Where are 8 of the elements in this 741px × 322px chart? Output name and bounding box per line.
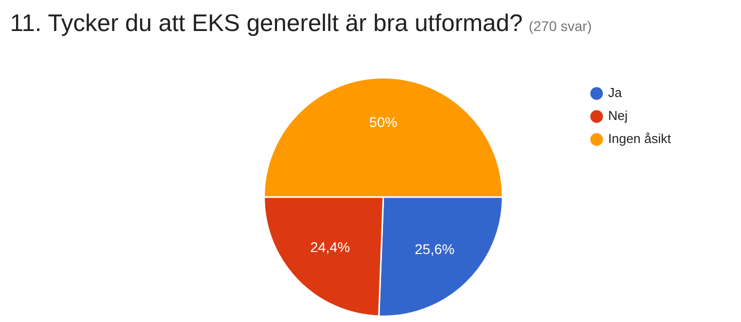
chart-title: 11. Tycker du att EKS generellt är bra utformad? — [10, 10, 523, 37]
legend-label: Nej — [608, 108, 628, 124]
data-label: 50% — [369, 114, 398, 130]
legend-label: Ja — [608, 85, 623, 100]
legend-label: Ingen åsikt — [608, 131, 672, 146]
data-label: 24,4% — [310, 239, 350, 256]
data-label: 25,6% — [414, 241, 454, 258]
chart-subtitle: (270 svar) — [528, 18, 592, 34]
